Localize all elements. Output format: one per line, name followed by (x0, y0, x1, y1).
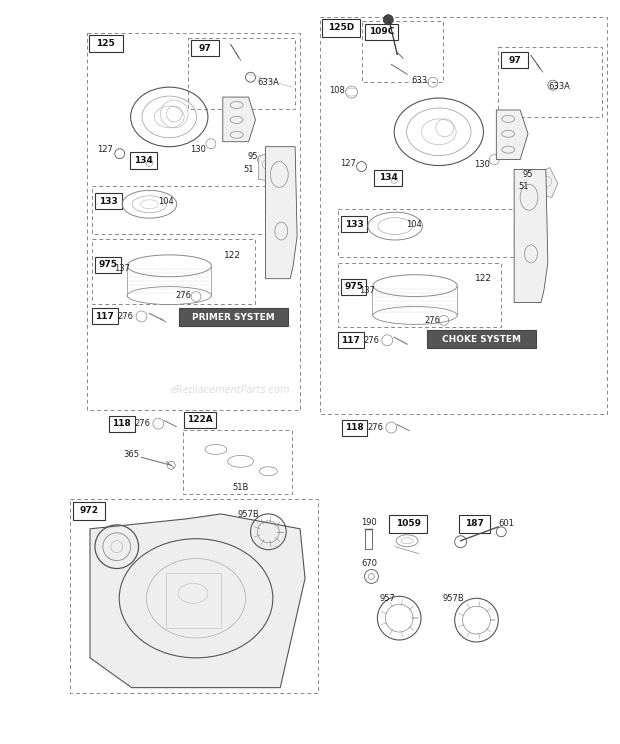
Polygon shape (514, 170, 548, 303)
Bar (320, 16, 608, 414)
Text: 633A: 633A (549, 82, 570, 91)
Polygon shape (223, 97, 255, 142)
Bar (389, 515, 427, 533)
Text: 137: 137 (113, 264, 130, 273)
Bar (183, 429, 292, 494)
Bar (322, 19, 360, 36)
Bar (361, 21, 443, 82)
Text: 133: 133 (345, 219, 363, 228)
Bar (92, 239, 255, 304)
Text: eReplacementParts.com: eReplacementParts.com (171, 385, 290, 395)
Text: 127: 127 (97, 145, 113, 154)
Bar (342, 420, 368, 435)
Bar (341, 217, 368, 232)
Bar (338, 263, 502, 327)
Bar (89, 34, 123, 52)
Text: 365: 365 (123, 450, 140, 459)
Text: 1059: 1059 (396, 519, 420, 528)
Text: 130: 130 (190, 145, 206, 154)
Text: 137: 137 (360, 286, 376, 295)
Polygon shape (265, 147, 297, 279)
Text: 957: 957 (379, 594, 395, 603)
Bar (87, 33, 300, 410)
Bar (365, 24, 398, 39)
Text: CHOKE SYSTEM: CHOKE SYSTEM (442, 335, 521, 344)
Text: 97: 97 (508, 56, 521, 65)
Bar (92, 309, 118, 324)
Bar (338, 209, 514, 257)
Text: 97: 97 (198, 44, 211, 53)
Text: 134: 134 (379, 173, 397, 182)
Text: 670: 670 (361, 559, 378, 568)
Text: 122: 122 (224, 251, 241, 260)
Bar (95, 193, 122, 209)
Text: 130: 130 (474, 160, 490, 169)
Bar (166, 574, 221, 628)
Text: 109C: 109C (369, 27, 394, 36)
Text: 104: 104 (406, 219, 422, 228)
Text: 125: 125 (97, 39, 115, 48)
Text: 190: 190 (361, 519, 378, 527)
Bar (73, 502, 105, 520)
Text: 117: 117 (341, 336, 360, 344)
Text: 276: 276 (175, 291, 191, 300)
Text: 122: 122 (475, 275, 492, 283)
Text: 127: 127 (340, 159, 356, 168)
Bar (95, 257, 121, 273)
Text: 134: 134 (134, 155, 153, 164)
Bar (338, 333, 363, 348)
Bar (109, 416, 135, 432)
Text: 276: 276 (363, 336, 379, 344)
Text: 51: 51 (519, 182, 529, 191)
Text: 122A: 122A (187, 415, 213, 424)
Text: 187: 187 (465, 519, 484, 528)
Text: 276: 276 (368, 423, 383, 432)
Polygon shape (90, 514, 305, 687)
Bar (191, 40, 219, 57)
Bar (184, 411, 216, 428)
Text: 51: 51 (243, 165, 254, 174)
Text: 276: 276 (424, 316, 440, 325)
Polygon shape (497, 110, 528, 160)
Text: 975: 975 (99, 260, 117, 269)
Circle shape (383, 15, 393, 25)
Bar (341, 279, 366, 295)
Text: 633: 633 (411, 76, 427, 85)
Text: 975: 975 (344, 282, 363, 291)
Polygon shape (536, 167, 558, 197)
Bar (374, 170, 402, 187)
Text: PRIMER SYSTEM: PRIMER SYSTEM (192, 313, 275, 322)
Text: 125D: 125D (327, 23, 354, 32)
Bar (92, 187, 265, 234)
Text: 276: 276 (135, 419, 151, 428)
Text: 108: 108 (329, 86, 345, 94)
Bar (498, 48, 603, 117)
Text: 51B: 51B (232, 483, 249, 492)
Text: 117: 117 (95, 312, 114, 321)
Text: 95: 95 (247, 152, 258, 161)
Text: 972: 972 (79, 507, 99, 516)
Text: 95: 95 (523, 170, 533, 179)
Text: 104: 104 (159, 196, 174, 206)
Text: 276: 276 (118, 312, 134, 321)
Polygon shape (259, 152, 278, 182)
Text: 601: 601 (498, 519, 514, 528)
Text: 118: 118 (112, 419, 131, 428)
Text: 118: 118 (345, 423, 364, 432)
Bar (188, 37, 295, 109)
Bar (179, 309, 288, 327)
Text: 957B: 957B (237, 510, 259, 519)
Bar (427, 330, 536, 348)
Bar (459, 515, 490, 533)
Text: 633A: 633A (257, 77, 280, 87)
Bar (130, 152, 157, 169)
Bar (502, 52, 528, 68)
Text: 957B: 957B (443, 594, 464, 603)
Bar (70, 499, 318, 693)
Bar (365, 529, 373, 548)
Text: 133: 133 (99, 196, 118, 206)
